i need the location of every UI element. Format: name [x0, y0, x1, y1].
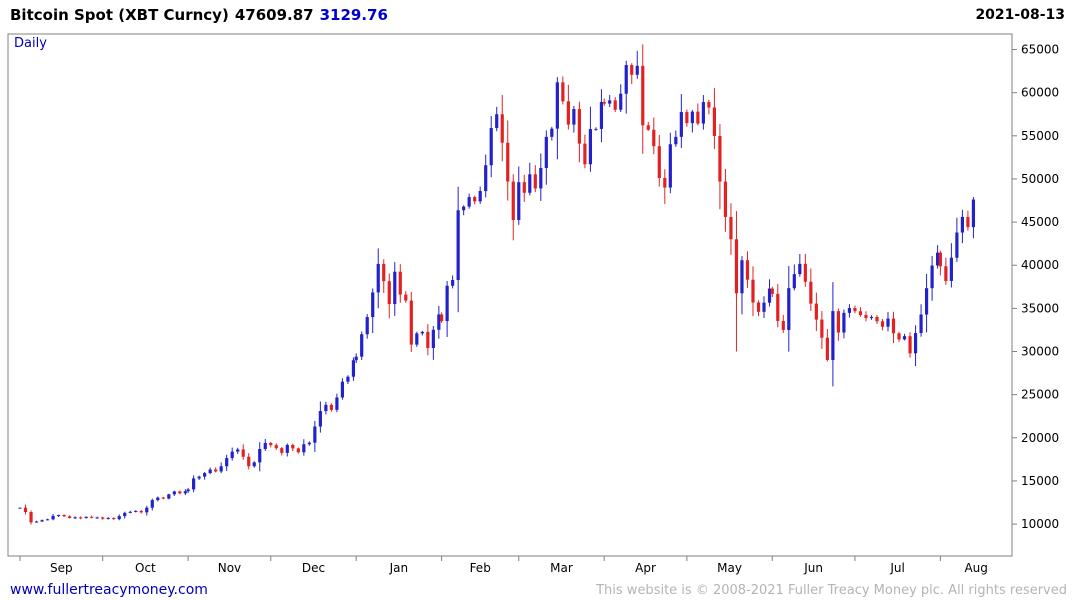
copyright-text: This website is © 2008-2021 Fuller Treac…: [596, 582, 1067, 598]
svg-text:50000: 50000: [1021, 172, 1059, 186]
svg-text:25000: 25000: [1021, 388, 1059, 402]
svg-text:45000: 45000: [1021, 215, 1059, 229]
svg-text:Feb: Feb: [470, 561, 491, 575]
svg-text:Oct: Oct: [135, 561, 156, 575]
svg-text:Jan: Jan: [389, 561, 409, 575]
svg-text:20000: 20000: [1021, 431, 1059, 445]
svg-text:10000: 10000: [1021, 517, 1059, 531]
svg-text:May: May: [717, 561, 742, 575]
svg-text:Mar: Mar: [550, 561, 573, 575]
svg-text:60000: 60000: [1021, 86, 1059, 100]
last-price: 47609.87: [234, 6, 314, 24]
page-footer: www.fullertreacymoney.com This website i…: [0, 580, 1075, 600]
website-link[interactable]: www.fullertreacymoney.com: [10, 582, 208, 598]
chart-date: 2021-08-13: [975, 7, 1065, 23]
svg-text:Aug: Aug: [964, 561, 987, 575]
svg-text:Jul: Jul: [889, 561, 904, 575]
svg-text:Nov: Nov: [218, 561, 241, 575]
interval-label: Daily: [14, 36, 47, 51]
instrument-title-group: Bitcoin Spot (XBT Curncy) 47609.87 3129.76: [10, 6, 388, 24]
svg-text:15000: 15000: [1021, 474, 1059, 488]
svg-text:Sep: Sep: [50, 561, 73, 575]
svg-text:Jun: Jun: [803, 561, 823, 575]
price-chart: 10000 15000 20000 25000 30000 35000 40000 45000…: [7, 33, 1059, 575]
price-change: 3129.76: [319, 6, 388, 24]
svg-text:65000: 65000: [1021, 43, 1059, 57]
svg-text:35000: 35000: [1021, 301, 1059, 315]
instrument-name: Bitcoin Spot (XBT Curncy): [10, 6, 229, 24]
svg-text:30000: 30000: [1021, 345, 1059, 359]
chart-header: Bitcoin Spot (XBT Curncy) 47609.87 3129.76…: [0, 0, 1075, 28]
chart-area: 10000 15000 20000 25000 30000 35000 40000 45000…: [0, 28, 1075, 580]
svg-text:55000: 55000: [1021, 129, 1059, 143]
svg-text:Dec: Dec: [302, 561, 325, 575]
svg-text:Apr: Apr: [635, 561, 656, 575]
svg-text:40000: 40000: [1021, 258, 1059, 272]
